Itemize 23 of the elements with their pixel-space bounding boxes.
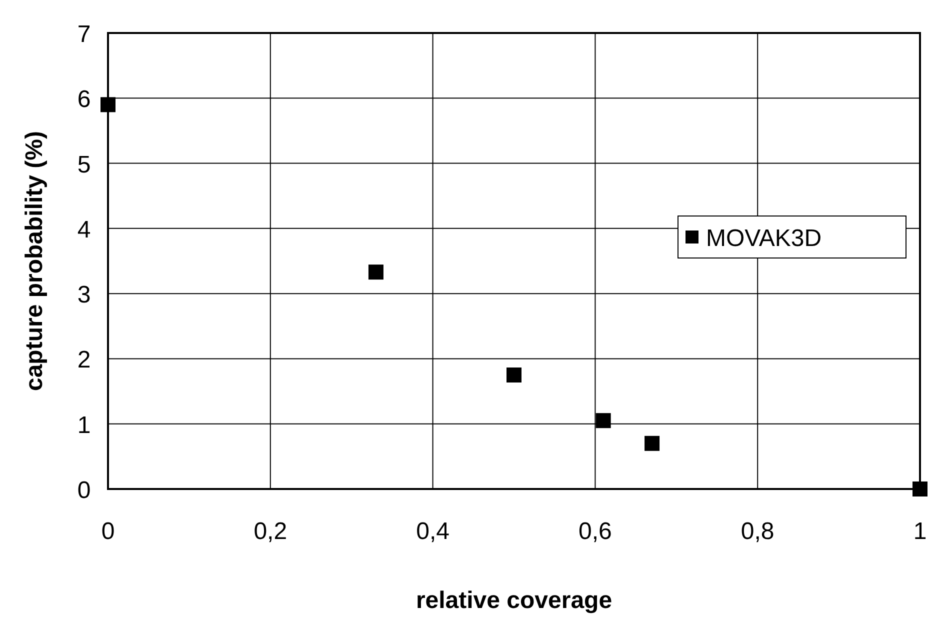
y-tick-label: 2 (77, 346, 91, 374)
y-axis-title: capture probability (%) (21, 130, 48, 392)
point (912, 482, 928, 496)
x-tick-label: 0 (101, 518, 115, 545)
y-tick-label: 3 (77, 282, 91, 309)
x-tick-label: 0,8 (740, 518, 774, 545)
x-tick-label: 1 (913, 518, 927, 545)
x-axis-title: relative coverage (416, 587, 612, 614)
point (100, 97, 116, 112)
y-tick-label: 1 (77, 412, 91, 439)
y-tick-label: 5 (77, 151, 91, 178)
legend-label: MOVAK3D (706, 225, 822, 252)
point (596, 413, 611, 428)
y-tick-label: 7 (77, 21, 91, 48)
point (506, 368, 522, 382)
y-tick-label: 4 (77, 216, 91, 244)
point (644, 436, 660, 451)
point (368, 264, 384, 280)
y-tick-label: 0 (77, 477, 91, 504)
y-tick-label: 6 (77, 86, 91, 114)
x-tick-label: 0,2 (254, 518, 288, 545)
x-tick-label: 0,6 (578, 518, 612, 545)
x-tick-label: 0,4 (416, 518, 450, 545)
